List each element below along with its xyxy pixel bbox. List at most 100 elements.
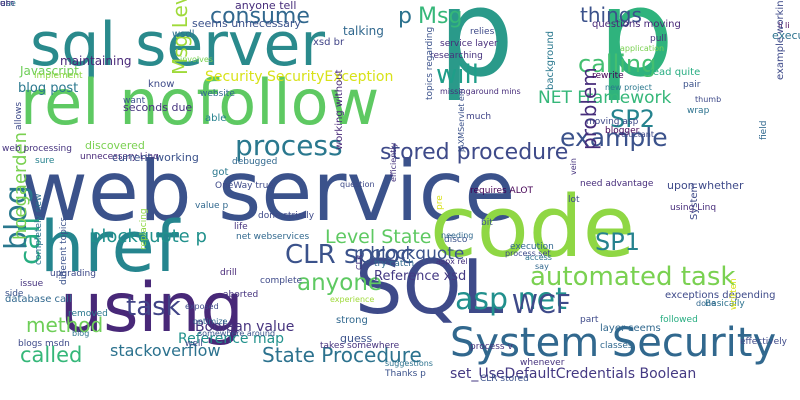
word-net-framework: NET Framework bbox=[538, 88, 672, 108]
word-current-working: current working bbox=[112, 151, 199, 164]
word-missingaround-mins: missingaround mins bbox=[440, 87, 521, 96]
word-effectively: effectively bbox=[740, 337, 787, 347]
word-want: want bbox=[123, 96, 146, 106]
word-exposed: exposed bbox=[185, 302, 219, 311]
word-p: p bbox=[398, 4, 412, 29]
word-blogs-msdn: blogs msdn bbox=[18, 339, 70, 349]
word-sp2: SP2 bbox=[610, 105, 655, 133]
word-stackoverflow: stackoverflow bbox=[110, 341, 221, 360]
word-life: life bbox=[234, 222, 248, 232]
word-classes: classes bbox=[600, 341, 633, 351]
word-p: p bbox=[438, 0, 515, 104]
word-allows: allows bbox=[14, 101, 24, 130]
word-pull: pull bbox=[650, 34, 667, 44]
word-efficiently: efficiently bbox=[389, 142, 398, 182]
word-rel-nofollow: rel nofollow bbox=[20, 66, 380, 139]
word-state-procedure: State Procedure bbox=[262, 343, 422, 367]
word-method: method bbox=[26, 313, 104, 337]
word-unnecessary-linq: unnecessary Linq bbox=[80, 152, 159, 162]
word-calling: calling bbox=[578, 50, 657, 78]
word-process-v: process v bbox=[470, 342, 513, 352]
word-say: say bbox=[535, 262, 549, 271]
word-application: application bbox=[620, 44, 665, 53]
word-questions-moving: questions moving bbox=[592, 19, 681, 30]
word-javascript: Javascript bbox=[20, 64, 79, 78]
word-issue: issue bbox=[20, 279, 44, 289]
word-disco: disco bbox=[444, 235, 468, 245]
word-upgrading: upgrading bbox=[50, 269, 96, 279]
word-new-project: new project bbox=[605, 83, 652, 92]
word-able: able bbox=[205, 113, 227, 124]
word-sure: sure bbox=[35, 156, 55, 166]
word-aborted: aborted bbox=[223, 290, 259, 300]
word-sql: SQL bbox=[355, 243, 504, 331]
word-much: much bbox=[466, 112, 492, 122]
word-blog: blog bbox=[72, 329, 90, 338]
word-automated-task: automated task bbox=[530, 262, 736, 292]
word-upon-whether: upon whether bbox=[667, 179, 744, 192]
word-researching: researching bbox=[430, 51, 483, 61]
word-done-strictly: done strictly bbox=[258, 211, 315, 221]
word-guess: guess bbox=[340, 332, 373, 345]
word-debugged: debugged bbox=[232, 157, 278, 167]
word-reluctant: reluctant bbox=[618, 130, 654, 139]
word-asp-net: asp net bbox=[455, 282, 567, 317]
word-aspx-rel: aspx rel bbox=[436, 257, 468, 266]
word-thanks-p: Thanks p bbox=[385, 369, 426, 379]
word-sql-server: sql server bbox=[30, 10, 326, 80]
word-completely-new: completely new bbox=[34, 193, 44, 265]
word-consume: consume bbox=[210, 4, 310, 29]
word-exceptions-depending: exceptions depending bbox=[665, 290, 776, 301]
word-msg: Msg bbox=[418, 4, 463, 29]
word-reference-map: Reference map bbox=[178, 331, 285, 347]
word-process: process bbox=[235, 129, 343, 162]
word-rewrite: rewrite bbox=[592, 71, 624, 81]
word-web-service: web service bbox=[20, 143, 516, 240]
word-different-topics: different topics bbox=[59, 217, 69, 285]
word-background: background bbox=[545, 30, 556, 90]
word-wrap: wrap bbox=[687, 106, 710, 116]
word-pair: pair bbox=[683, 80, 701, 90]
word-website: website bbox=[200, 89, 235, 99]
word-side: side bbox=[5, 289, 24, 299]
word-well: well bbox=[185, 339, 203, 349]
word-blog-post: blog post bbox=[18, 81, 79, 96]
word-relies: relies bbox=[470, 27, 495, 37]
word-suggestions: suggestions bbox=[385, 359, 433, 368]
word-em: em bbox=[0, 0, 15, 9]
word-optimize: optimize bbox=[193, 317, 228, 326]
word-involves: involves bbox=[180, 55, 213, 64]
word-talking: talking bbox=[343, 24, 384, 38]
word-removed: removed bbox=[68, 309, 108, 319]
word-clr: CLR bbox=[355, 254, 364, 270]
word-got: got bbox=[212, 167, 229, 178]
word-example-working: example working bbox=[775, 0, 786, 80]
word-will: will bbox=[436, 60, 479, 90]
word-layer-seems: layer seems bbox=[600, 323, 661, 334]
word-seconds-due: seconds due bbox=[123, 101, 193, 114]
word-moving-asp: moving asp bbox=[586, 117, 639, 127]
word-p-blockquote: p blockquote bbox=[354, 244, 465, 264]
word-p: p bbox=[598, 0, 675, 104]
word-wsdl: wsdl bbox=[172, 29, 195, 40]
word-vein: vein bbox=[569, 158, 578, 175]
word-xsd-br: xsd br bbox=[313, 37, 345, 48]
word-somewhere-around: somewhere around bbox=[198, 329, 276, 338]
word-net-webservices: net webservices bbox=[236, 232, 310, 242]
word-maintaining: maintaining bbox=[60, 54, 132, 68]
word-replacing: replacing bbox=[139, 208, 149, 250]
word-lot: lot bbox=[568, 195, 580, 205]
word-jaxmservlet-em: JAXMServlet em bbox=[457, 88, 466, 152]
word-access: access bbox=[525, 253, 552, 262]
word-system: System bbox=[689, 182, 700, 220]
word-try-catch: try catch bbox=[374, 259, 415, 269]
word-seems-unnecessary: seems unnecessary bbox=[192, 17, 301, 30]
word-process-set: process set bbox=[505, 249, 551, 258]
word-know: know bbox=[148, 79, 175, 90]
word-requires-alot: requires ALOT bbox=[470, 186, 533, 196]
word-question: question bbox=[340, 180, 375, 189]
word-need-advantage: need advantage bbox=[580, 179, 654, 189]
word-li-li: li li bbox=[778, 21, 790, 30]
word-anyone-tell: anyone tell bbox=[235, 0, 297, 12]
